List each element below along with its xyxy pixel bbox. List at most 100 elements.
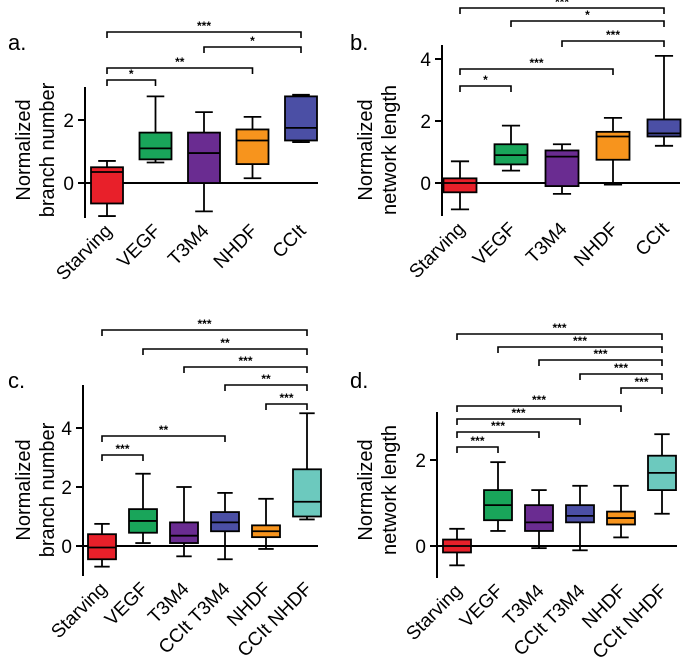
bracket-line <box>538 359 663 366</box>
panel-d: d. Normalized network length 0 2 StarvingVEGF… <box>350 321 677 657</box>
box-t3m4 <box>544 143 580 195</box>
significance-bracket: *** <box>620 375 663 394</box>
significance-bracket: * <box>106 67 157 86</box>
bracket-line <box>561 40 665 47</box>
bracket-line <box>265 403 308 410</box>
x-category-label: Starving <box>52 221 116 285</box>
significance-bracket: *** <box>101 442 144 461</box>
y-axis-label-line: branch number <box>37 82 59 217</box>
significance-bracket: ** <box>142 336 308 355</box>
bracket-line <box>620 387 663 394</box>
panel-c: c. Normalized branch number 0 2 4 StarvingVEGF… <box>8 317 322 657</box>
y-tick-label: 4 <box>420 50 431 71</box>
y-tick-label: 0 <box>415 537 426 558</box>
x-category-label: NHDF <box>570 219 622 271</box>
significance-bracket: *** <box>456 434 499 453</box>
box-body <box>169 521 199 544</box>
y-axis-label-line: network length <box>379 425 401 555</box>
x-category-label: T3M4 <box>164 220 213 269</box>
box-t3m4 <box>187 111 221 213</box>
significance-stars: *** <box>573 334 587 348</box>
box-nhdf <box>595 117 631 186</box>
box-nhdf <box>251 497 281 550</box>
panel-letter: b. <box>350 30 368 55</box>
box-ccit-nhdf <box>292 412 322 521</box>
significance-bracket: *** <box>497 334 663 353</box>
box-vegf <box>483 461 513 532</box>
box-body <box>187 131 221 184</box>
box-body <box>646 118 682 138</box>
significance-stars: *** <box>511 406 525 420</box>
significance-stars: *** <box>279 391 293 405</box>
box-body <box>235 128 270 165</box>
y-axis-label-line: Normalized <box>13 99 35 200</box>
box-body <box>90 166 124 205</box>
x-category-label: VEGF <box>114 221 165 272</box>
bracket-line <box>459 85 512 92</box>
significance-bracket: *** <box>459 56 614 75</box>
significance-stars: ** <box>220 336 230 350</box>
significance-stars: *** <box>532 393 546 407</box>
y-tick-label: 0 <box>61 537 72 558</box>
box-body <box>292 468 322 518</box>
bracket-line <box>106 67 254 74</box>
bracket-line <box>106 31 302 38</box>
significance-bracket: *** <box>265 391 308 410</box>
x-category-label: T3M4 <box>522 218 571 267</box>
significance-stars: *** <box>606 28 620 42</box>
significance-bracket: ** <box>224 372 308 391</box>
y-axis-label: Normalized branch number <box>13 422 59 557</box>
significance-bracket: * <box>203 34 302 53</box>
x-category-label: NHDF <box>210 221 262 273</box>
significance-stars: *** <box>593 347 607 361</box>
panel-letter: a. <box>8 30 26 55</box>
box-body <box>138 131 173 161</box>
box-body <box>524 504 554 532</box>
bracket-line <box>203 46 302 53</box>
significance-stars: *** <box>491 419 505 433</box>
y-tick-label: 0 <box>420 174 431 195</box>
bracket-line <box>456 431 540 438</box>
bracket-line <box>510 20 665 27</box>
y-tick-label: 2 <box>415 451 426 472</box>
significance-stars: * <box>129 67 134 81</box>
y-tick-label: 4 <box>61 419 72 440</box>
significance-stars: *** <box>634 375 648 389</box>
panel-letter: c. <box>8 368 25 393</box>
significance-bracket: * <box>459 73 512 92</box>
x-category-label: Starving <box>405 219 469 283</box>
bracket-line <box>183 366 308 373</box>
box-ccit-t3m4 <box>210 491 240 561</box>
bracket-line <box>459 68 614 75</box>
significance-bracket: ** <box>106 55 254 74</box>
bracket-line <box>579 373 663 380</box>
x-category-label: Starving <box>47 579 111 643</box>
box-t3m4 <box>524 489 554 550</box>
x-category-label: CCIt <box>632 218 674 260</box>
significance-bracket: * <box>510 8 665 27</box>
significance-stars: * <box>483 73 488 87</box>
significance-stars: *** <box>197 19 211 33</box>
significance-stars: ** <box>261 372 271 386</box>
significance-bracket: *** <box>101 317 308 336</box>
box-ccit-nhdf <box>647 433 677 515</box>
box-starving <box>90 160 124 217</box>
significance-stars: ** <box>159 423 169 437</box>
significance-stars: *** <box>529 56 543 70</box>
bracket-line <box>459 7 665 14</box>
x-category-label: VEGF <box>101 579 152 630</box>
significance-bracket: *** <box>561 28 665 47</box>
significance-stars: *** <box>115 442 129 456</box>
bracket-line <box>101 454 144 461</box>
box-vegf <box>138 95 173 164</box>
significance-bracket: *** <box>183 354 308 373</box>
significance-bracket: ** <box>101 423 226 442</box>
panel-b: b. Normalized network length 0 2 4 Starving VEG… <box>350 0 682 283</box>
box-starving <box>87 522 117 568</box>
x-category-label: Starving <box>402 581 466 645</box>
y-axis-label-line: branch number <box>37 422 59 557</box>
y-axis-label-line: Normalized <box>355 439 377 540</box>
significance-stars: ** <box>175 55 185 69</box>
y-axis-label: Normalized branch number <box>13 82 59 217</box>
box-ccit <box>284 93 318 143</box>
